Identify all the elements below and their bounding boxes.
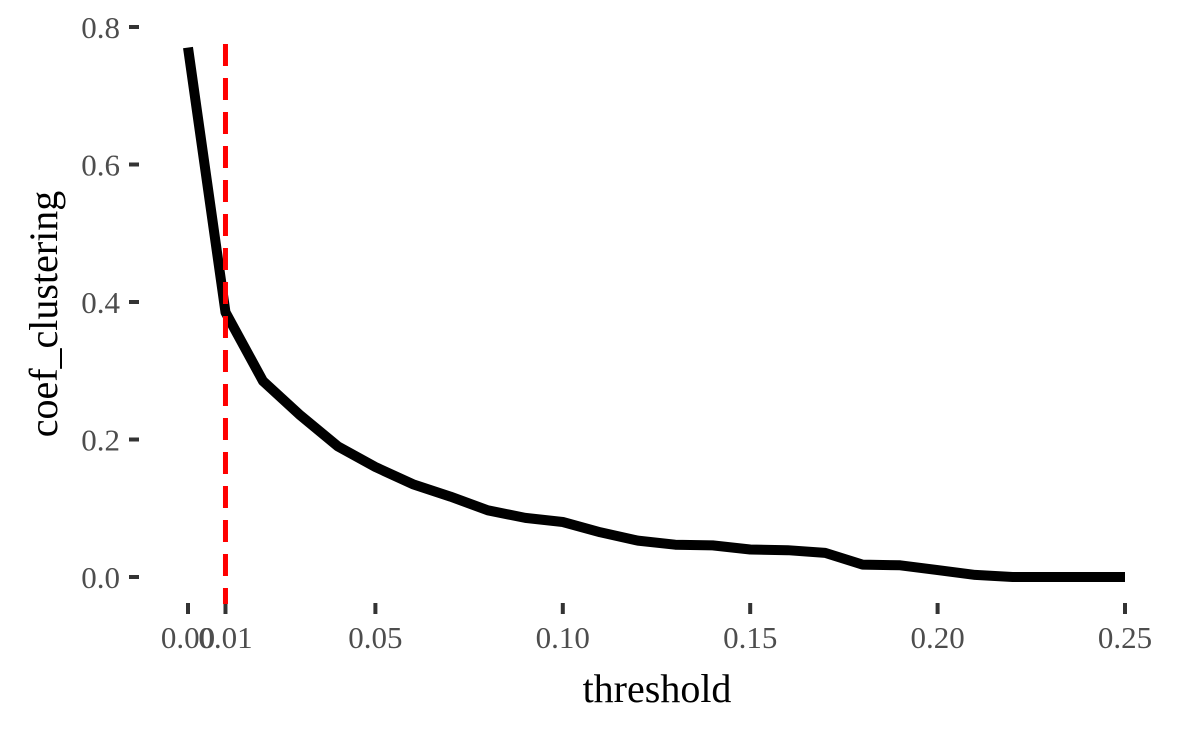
y-tick-label: 0.0	[81, 560, 120, 595]
y-tick-label: 0.4	[81, 285, 120, 320]
x-axis: 0.000.01 0.05 0.10 0.15 0.20 0.25	[161, 603, 1152, 655]
x-tick-label: 0.05	[348, 620, 402, 655]
y-axis-title: coef_clustering	[21, 191, 66, 438]
x-axis-title: threshold	[583, 666, 732, 711]
y-tick-label: 0.8	[81, 10, 120, 45]
x-tick-label: 0.20	[910, 620, 964, 655]
x-tick-label: 0.25	[1098, 620, 1152, 655]
y-axis: 0.0 0.2 0.4 0.6 0.8	[81, 10, 139, 595]
x-tick-label: 0.00	[161, 620, 215, 655]
plot-area	[183, 44, 1125, 604]
x-tick-label: 0.01	[198, 620, 252, 655]
y-tick-label: 0.2	[81, 423, 120, 458]
x-tick-label: 0.10	[536, 620, 590, 655]
x-tick-label: 0.15	[723, 620, 777, 655]
y-tick-label: 0.6	[81, 148, 120, 183]
series-line	[183, 46, 1125, 582]
